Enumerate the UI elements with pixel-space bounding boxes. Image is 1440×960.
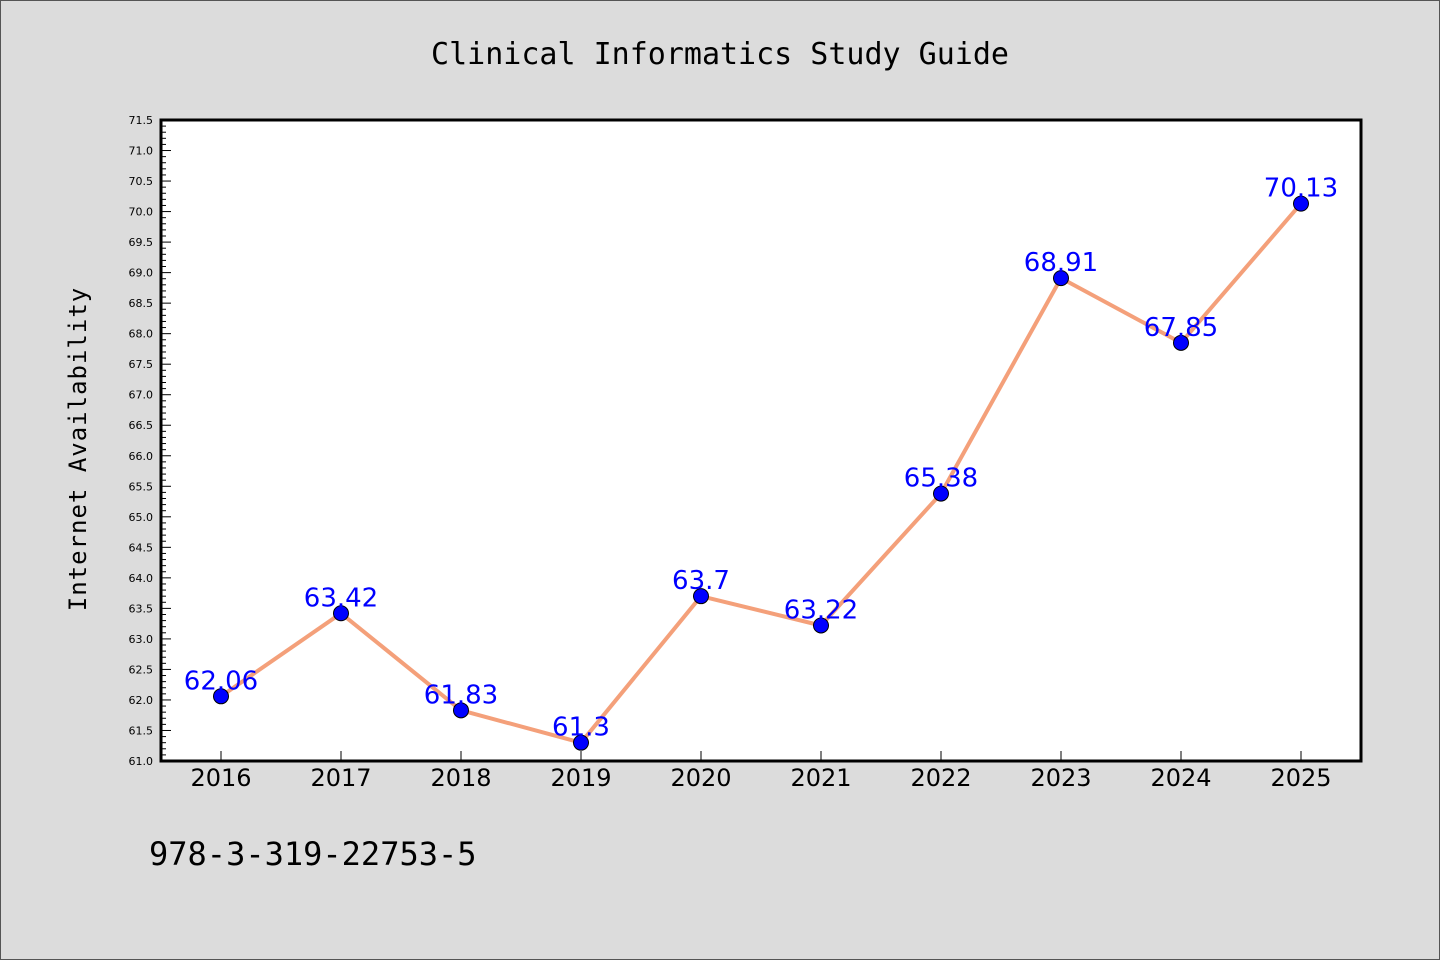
y-tick-label: 68.0 <box>129 328 154 341</box>
data-label: 68.91 <box>1024 248 1098 278</box>
chart-title: Clinical Informatics Study Guide <box>431 37 1009 72</box>
x-tick-label: 2017 <box>310 764 371 792</box>
data-label: 62.06 <box>184 666 258 696</box>
data-label: 67.85 <box>1144 313 1218 343</box>
data-point-marker <box>693 588 709 605</box>
data-point-marker <box>573 734 589 751</box>
y-tick-label: 71.0 <box>129 145 154 158</box>
x-tick-label: 2019 <box>550 764 611 792</box>
y-tick-label: 66.5 <box>129 419 154 432</box>
y-tick-label: 64.5 <box>129 541 154 554</box>
y-axis: 61.0 61.5 62.0 62.5 63.0 63.5 64.0 64.5 65.0 65.5… <box>129 114 171 768</box>
x-tick-label: 2016 <box>190 764 251 792</box>
y-tick-label: 61.5 <box>129 724 154 737</box>
y-tick-label: 62.0 <box>129 694 154 707</box>
x-tick-label: 2021 <box>790 764 851 792</box>
y-tick-label: 69.0 <box>129 267 154 280</box>
data-point-marker <box>813 617 829 634</box>
x-tick-label: 2018 <box>430 764 491 792</box>
y-tick-label: 68.5 <box>129 297 154 310</box>
data-point-marker <box>1293 195 1309 212</box>
y-tick-label: 71.5 <box>129 114 154 127</box>
data-label: 63.42 <box>304 583 378 613</box>
isbn-footer-text: 978-3-319-22753-5 <box>149 835 477 873</box>
y-tick-label: 70.5 <box>129 175 154 188</box>
data-label-group: 62.06 63.42 61.83 61.3 63.7 63.22 65.38 68.91 67… <box>184 174 1338 743</box>
data-point-marker <box>453 702 469 719</box>
data-point-marker <box>1053 270 1069 287</box>
data-label: 65.38 <box>904 464 978 494</box>
x-tick-label: 2024 <box>1150 764 1211 792</box>
x-tick-label: 2025 <box>1270 764 1331 792</box>
series-line-group <box>219 201 1303 745</box>
x-tick-label: 2020 <box>670 764 731 792</box>
y-tick-label: 66.0 <box>129 450 154 463</box>
x-tick-label: 2022 <box>910 764 971 792</box>
data-label: 61.3 <box>552 713 610 743</box>
data-point-marker <box>933 485 949 502</box>
x-axis: 2016 2017 2018 2019 2020 2021 2022 2023 2024 2025 <box>190 751 1332 792</box>
y-tick-label: 65.0 <box>129 511 154 524</box>
x-tick-label: 2023 <box>1030 764 1091 792</box>
y-axis-label: Internet Availability <box>64 287 92 611</box>
data-label: 70.13 <box>1264 174 1338 204</box>
marker-group <box>213 195 1309 751</box>
data-label: 63.22 <box>784 595 858 625</box>
data-label: 63.7 <box>672 566 730 596</box>
data-point-marker <box>333 605 349 622</box>
series-line <box>219 201 1303 745</box>
plot-area <box>159 118 1363 763</box>
data-label: 61.83 <box>424 680 498 710</box>
y-tick-label: 64.0 <box>129 572 154 585</box>
y-tick-label: 65.5 <box>129 480 154 493</box>
y-tick-label: 63.0 <box>129 633 154 646</box>
y-tick-label: 63.5 <box>129 602 154 615</box>
y-tick-label: 61.0 <box>129 755 154 768</box>
y-tick-label: 69.5 <box>129 236 154 249</box>
data-point-marker <box>1173 334 1189 351</box>
y-tick-label: 67.0 <box>129 389 154 402</box>
y-tick-label: 67.5 <box>129 358 154 371</box>
data-point-marker <box>213 688 229 705</box>
y-tick-label: 70.0 <box>129 206 154 219</box>
y-tick-label: 62.5 <box>129 663 154 676</box>
